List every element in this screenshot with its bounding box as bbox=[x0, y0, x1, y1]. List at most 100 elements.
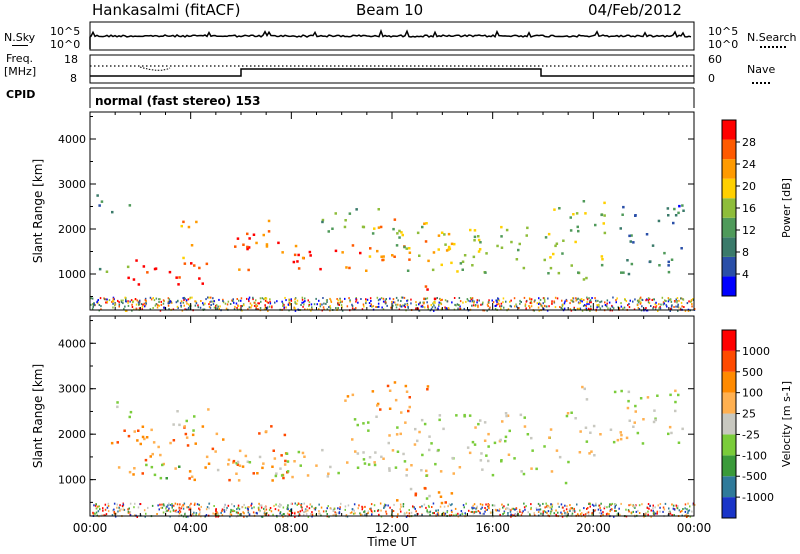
noise-cell bbox=[436, 297, 438, 299]
noise-cell bbox=[677, 305, 679, 308]
noise-cell bbox=[542, 302, 544, 305]
data-cell bbox=[301, 256, 305, 260]
noise-cell bbox=[453, 297, 456, 299]
data-cell bbox=[267, 230, 271, 233]
noise-cell bbox=[304, 300, 306, 303]
noise-cell bbox=[392, 298, 395, 301]
noise-cell bbox=[647, 297, 650, 300]
noise-cell bbox=[595, 299, 597, 302]
data-cell bbox=[374, 451, 377, 454]
data-cell bbox=[554, 244, 557, 248]
noise-cell bbox=[668, 511, 670, 514]
data-cell bbox=[293, 253, 297, 257]
noise-cell bbox=[181, 505, 183, 508]
freq-unit: [MHz] bbox=[4, 65, 37, 78]
data-cell bbox=[327, 472, 330, 475]
data-cell bbox=[500, 460, 503, 463]
noise-cell bbox=[385, 510, 387, 513]
noise-cell bbox=[569, 504, 571, 507]
data-cell bbox=[645, 233, 649, 236]
noise-cell bbox=[144, 297, 147, 300]
noise-cell bbox=[112, 297, 115, 300]
data-cell bbox=[440, 263, 443, 267]
x-tick-label: 20:00 bbox=[576, 521, 611, 535]
noise-cell bbox=[470, 298, 472, 301]
data-cell bbox=[388, 469, 391, 472]
noise-cell bbox=[466, 298, 469, 301]
noise-cell bbox=[258, 502, 260, 505]
noise-cell bbox=[124, 305, 126, 308]
noise-cell bbox=[502, 513, 504, 515]
noise-cell bbox=[668, 507, 670, 510]
data-cell bbox=[343, 225, 347, 229]
noise-cell bbox=[362, 303, 365, 306]
data-cell bbox=[267, 219, 271, 223]
noise-cell bbox=[403, 513, 406, 516]
noise-cell bbox=[215, 508, 217, 511]
data-cell bbox=[668, 425, 672, 429]
data-cell bbox=[437, 234, 441, 237]
data-cell bbox=[356, 423, 359, 427]
noise-cell bbox=[678, 509, 681, 512]
noise-cell bbox=[90, 303, 92, 306]
noise-cell bbox=[258, 509, 260, 511]
noise-cell bbox=[494, 307, 497, 310]
data-cell bbox=[544, 236, 548, 239]
noise-cell bbox=[664, 502, 667, 505]
colorbar-tick-label: 100 bbox=[742, 387, 763, 400]
noise-cell bbox=[223, 509, 225, 512]
data-cell bbox=[667, 260, 670, 264]
noise-cell bbox=[566, 505, 568, 508]
noise-cell bbox=[282, 515, 284, 518]
data-cell bbox=[450, 492, 454, 495]
data-cell bbox=[625, 436, 629, 440]
data-cell bbox=[261, 466, 264, 470]
noise-cell bbox=[673, 306, 675, 308]
data-cell bbox=[395, 244, 399, 247]
data-cell bbox=[237, 479, 241, 482]
noise-cell bbox=[648, 507, 650, 510]
data-cell bbox=[388, 434, 391, 437]
data-cell bbox=[570, 411, 573, 414]
noise-cell bbox=[479, 512, 481, 515]
data-cell bbox=[407, 409, 410, 413]
data-cell bbox=[283, 463, 287, 466]
noise-cell bbox=[395, 306, 398, 309]
noise-cell bbox=[629, 503, 632, 506]
noise-cell bbox=[273, 504, 275, 507]
data-cell bbox=[371, 390, 375, 393]
noise-cell bbox=[583, 299, 585, 301]
noise-cell bbox=[378, 305, 380, 308]
noise-cell bbox=[221, 510, 223, 512]
noise-cell bbox=[451, 503, 453, 506]
noise-cell bbox=[92, 305, 94, 308]
noise-cell bbox=[561, 512, 563, 515]
noise-cell bbox=[212, 512, 214, 515]
noise-cell bbox=[663, 508, 666, 511]
data-cell bbox=[416, 231, 420, 235]
noise-cell bbox=[611, 508, 613, 511]
noise-cell bbox=[209, 301, 211, 304]
noise-cell bbox=[691, 510, 693, 513]
data-cell bbox=[356, 452, 360, 455]
noise-cell bbox=[653, 298, 655, 301]
nsearch-dotted bbox=[760, 46, 786, 48]
noise-cell bbox=[523, 296, 526, 299]
noise-cell bbox=[529, 306, 531, 309]
data-cell bbox=[256, 472, 259, 475]
noise-cell bbox=[685, 516, 688, 518]
noise-cell bbox=[198, 507, 200, 510]
noise-cell bbox=[300, 304, 302, 306]
noise-cell bbox=[507, 512, 509, 514]
noise-cell bbox=[184, 308, 186, 311]
noise-cell bbox=[547, 506, 549, 509]
noise-cell bbox=[258, 510, 261, 513]
colorbar-cell bbox=[722, 276, 736, 296]
noise-cell bbox=[344, 505, 347, 508]
noise-cell bbox=[675, 504, 678, 507]
data-cell bbox=[346, 395, 350, 398]
y-tick-label: 3000 bbox=[58, 178, 86, 191]
data-cell bbox=[562, 239, 565, 242]
noise-cell bbox=[650, 509, 652, 512]
noise-cell bbox=[248, 506, 250, 508]
